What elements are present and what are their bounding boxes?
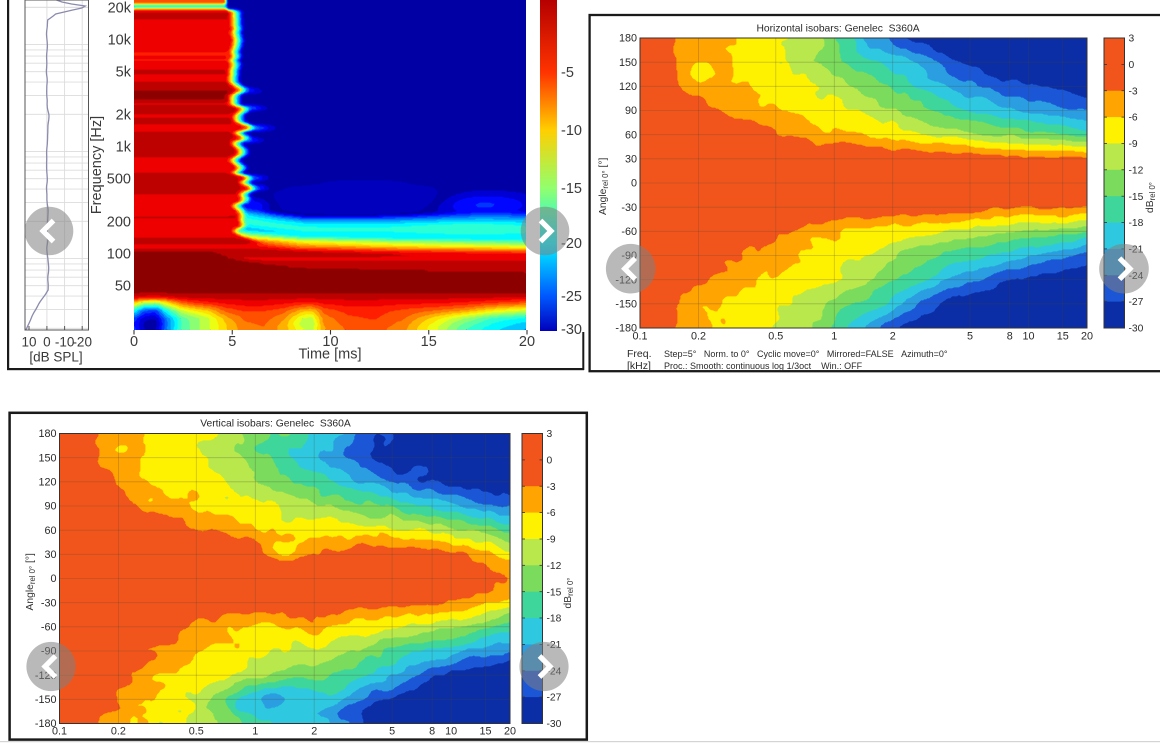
- svg-text:-25: -25: [561, 289, 582, 305]
- svg-text:20k: 20k: [108, 0, 132, 16]
- svg-text:-30: -30: [1129, 324, 1144, 335]
- svg-text:2k: 2k: [116, 107, 132, 123]
- svg-text:3: 3: [1129, 34, 1135, 45]
- svg-text:500: 500: [107, 172, 131, 188]
- svg-text:3: 3: [547, 429, 553, 440]
- svg-text:dBrel 0°: dBrel 0°: [563, 578, 575, 609]
- svg-text:2: 2: [890, 331, 896, 343]
- svg-text:Time [ms]: Time [ms]: [298, 347, 361, 363]
- svg-text:1: 1: [252, 726, 258, 738]
- svg-text:10: 10: [21, 335, 36, 350]
- svg-text:2: 2: [311, 726, 317, 738]
- svg-text:5k: 5k: [116, 65, 132, 81]
- svg-text:-9: -9: [1129, 139, 1138, 150]
- svg-text:20: 20: [504, 726, 516, 738]
- svg-text:0.1: 0.1: [632, 331, 647, 343]
- svg-text:1: 1: [831, 331, 837, 343]
- svg-text:180: 180: [38, 428, 56, 440]
- svg-text:30: 30: [44, 549, 56, 561]
- svg-text:0.2: 0.2: [111, 726, 126, 738]
- svg-text:-150: -150: [615, 298, 637, 310]
- svg-text:-18: -18: [547, 614, 562, 625]
- svg-text:0.5: 0.5: [189, 726, 204, 738]
- svg-text:Vertical isobars: Genelec S36: Vertical isobars: Genelec S360A: [200, 419, 351, 430]
- svg-text:-12: -12: [547, 561, 562, 572]
- svg-text:-5: -5: [561, 65, 574, 81]
- svg-text:15: 15: [421, 334, 437, 350]
- svg-text:-60: -60: [41, 621, 57, 633]
- svg-text:-15: -15: [1129, 192, 1144, 203]
- svg-text:-3: -3: [1129, 86, 1138, 97]
- svg-text:5: 5: [967, 331, 973, 343]
- svg-text:-30: -30: [561, 322, 582, 338]
- svg-text:-6: -6: [1129, 113, 1138, 124]
- svg-text:-30: -30: [621, 202, 637, 214]
- svg-text:50: 50: [115, 279, 131, 295]
- svg-text:15: 15: [479, 726, 491, 738]
- svg-text:10k: 10k: [108, 33, 132, 49]
- svg-text:150: 150: [619, 57, 637, 69]
- svg-text:-60: -60: [621, 226, 637, 238]
- svg-text:15: 15: [1057, 331, 1069, 343]
- svg-text:-18: -18: [1129, 218, 1144, 229]
- svg-text:Horizontal isobars: Genelec S: Horizontal isobars: Genelec S360A: [756, 24, 919, 35]
- svg-text:0: 0: [43, 335, 51, 350]
- svg-text:-150: -150: [35, 694, 57, 706]
- svg-text:10: 10: [1022, 331, 1034, 343]
- svg-text:0.5: 0.5: [768, 331, 783, 343]
- svg-text:8: 8: [429, 726, 435, 738]
- svg-text:20: 20: [1081, 331, 1093, 343]
- svg-text:20: 20: [519, 334, 535, 350]
- svg-text:200: 200: [107, 214, 131, 230]
- svg-text:-27: -27: [1129, 297, 1144, 308]
- svg-text:[dB SPL]: [dB SPL]: [29, 350, 82, 365]
- svg-text:-9: -9: [547, 535, 556, 546]
- svg-text:-20: -20: [72, 335, 92, 350]
- svg-text:0: 0: [50, 573, 56, 585]
- svg-text:1k: 1k: [116, 140, 132, 156]
- svg-text:-12: -12: [1129, 165, 1144, 176]
- svg-text:-30: -30: [41, 597, 57, 609]
- svg-text:5: 5: [389, 726, 395, 738]
- svg-text:0: 0: [1129, 60, 1135, 71]
- svg-text:-27: -27: [547, 693, 562, 704]
- svg-text:10: 10: [322, 334, 338, 350]
- svg-text:30: 30: [625, 153, 637, 165]
- svg-text:[kHz]: [kHz]: [627, 360, 651, 372]
- svg-text:8: 8: [1007, 331, 1013, 343]
- svg-text:Frequency [Hz]: Frequency [Hz]: [89, 116, 105, 214]
- svg-text:0: 0: [631, 178, 637, 190]
- svg-text:-15: -15: [547, 587, 562, 598]
- svg-text:180: 180: [619, 33, 637, 45]
- svg-text:60: 60: [44, 525, 56, 537]
- svg-text:-180: -180: [35, 718, 57, 730]
- svg-text:Freq.: Freq.: [627, 348, 652, 360]
- svg-text:Step=5° Norm. to 0° Cyclic: Step=5° Norm. to 0° Cyclic move=0° Mirro…: [664, 349, 948, 359]
- svg-text:10: 10: [445, 726, 457, 738]
- svg-text:-15: -15: [561, 181, 582, 197]
- svg-text:100: 100: [107, 247, 131, 263]
- svg-text:dBrel 0°: dBrel 0°: [1145, 182, 1157, 213]
- svg-text:5: 5: [228, 334, 236, 350]
- svg-text:0: 0: [547, 456, 553, 467]
- svg-text:-30: -30: [547, 719, 562, 730]
- svg-text:120: 120: [38, 476, 56, 488]
- svg-text:150: 150: [38, 452, 56, 464]
- svg-text:Anglerel 0° [°]: Anglerel 0° [°]: [598, 158, 610, 215]
- svg-text:60: 60: [625, 129, 637, 141]
- svg-text:-10: -10: [55, 335, 75, 350]
- svg-text:-10: -10: [561, 123, 582, 139]
- svg-text:-3: -3: [547, 482, 556, 493]
- svg-text:0.2: 0.2: [691, 331, 706, 343]
- svg-text:90: 90: [625, 105, 637, 117]
- svg-text:-6: -6: [547, 508, 556, 519]
- svg-text:Anglerel 0° [°]: Anglerel 0° [°]: [25, 553, 37, 610]
- svg-text:Proc.: Smooth: continuous log: Proc.: Smooth: continuous log 1/3oct Win…: [664, 361, 863, 371]
- svg-text:0: 0: [130, 334, 138, 350]
- svg-text:-180: -180: [615, 323, 637, 335]
- svg-text:0.1: 0.1: [52, 726, 67, 738]
- svg-text:90: 90: [44, 501, 56, 513]
- svg-text:120: 120: [619, 81, 637, 93]
